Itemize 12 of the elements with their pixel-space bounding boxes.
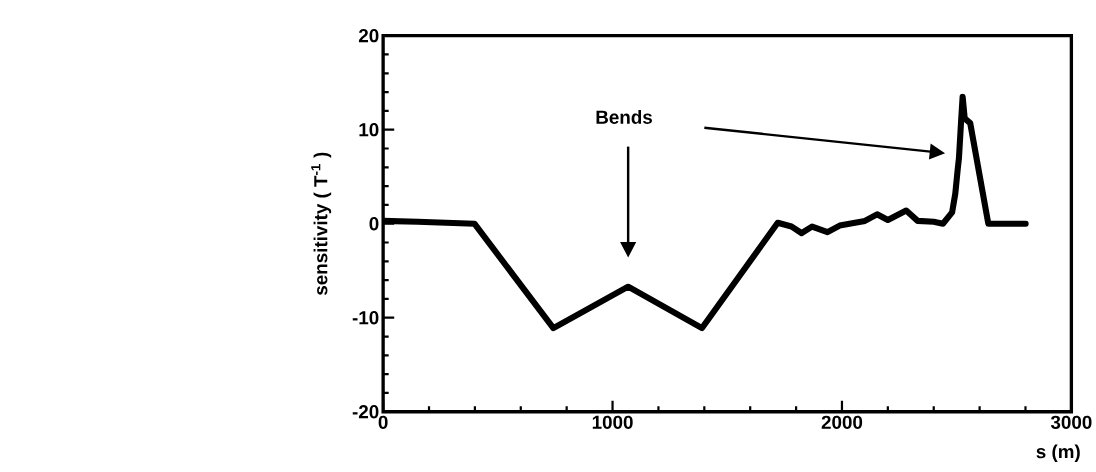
x-tick-label: 0 (378, 415, 388, 429)
y-tick-label: -20 (352, 404, 379, 419)
y-tick-label: 20 (358, 28, 379, 43)
y-axis-title: sensitivity ( T$^{-1}$ ) (311, 152, 332, 295)
x-axis-title: s (m) (1036, 444, 1080, 462)
y-tick-label: -10 (352, 310, 379, 325)
x-tick-label: 3000 (1050, 415, 1092, 429)
x-tick-label: 1000 (592, 415, 633, 429)
annotation: Bends (596, 109, 652, 124)
y-tick-label: 10 (359, 122, 379, 137)
y-tick-label: 0 (369, 216, 379, 231)
x-tick-label: 2000 (821, 415, 863, 429)
